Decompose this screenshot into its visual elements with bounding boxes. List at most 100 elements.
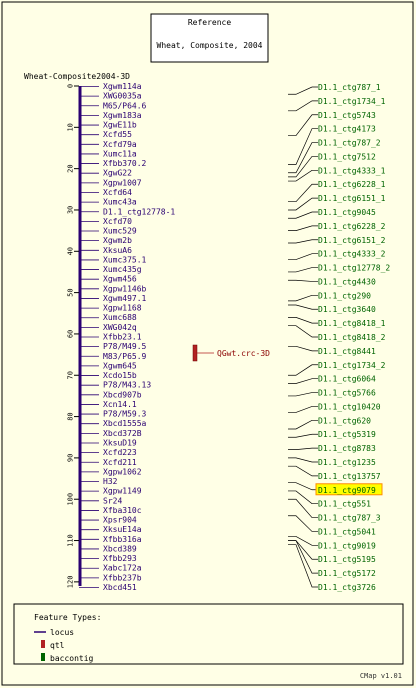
qtl-bar[interactable] bbox=[192, 344, 198, 362]
marker-label[interactable]: Xcfd211 bbox=[103, 458, 137, 467]
marker-label[interactable]: M83/P65.9 bbox=[103, 352, 147, 361]
marker-label[interactable]: H32 bbox=[103, 477, 118, 486]
marker-label[interactable]: Xgwm114a bbox=[103, 82, 142, 91]
contig-label[interactable]: D1.1_ctg8441 bbox=[318, 347, 376, 356]
contig-label[interactable]: D1.1_ctg290 bbox=[318, 291, 371, 300]
marker-label[interactable]: Xcfd70 bbox=[103, 217, 132, 226]
marker-label[interactable]: Xfba310c bbox=[103, 506, 142, 515]
contig-label[interactable]: D1.1_ctg12778_2 bbox=[318, 264, 390, 273]
contig-label[interactable]: D1.1_ctg4173 bbox=[318, 125, 376, 134]
marker-label[interactable]: Xgwm645 bbox=[103, 361, 137, 370]
marker-label[interactable]: Xgpw1168 bbox=[103, 304, 142, 313]
marker-label[interactable]: Xgpw1149 bbox=[103, 487, 142, 496]
contig-label[interactable]: D1.1_ctg6151_1 bbox=[318, 194, 386, 203]
marker-label[interactable]: Xcdo15b bbox=[103, 371, 137, 380]
marker-label[interactable]: Xumc688 bbox=[103, 313, 137, 322]
contig-label[interactable]: D1.1_ctg1734_1 bbox=[318, 97, 386, 106]
marker-label[interactable]: Xfbb293 bbox=[103, 554, 137, 563]
marker-label[interactable]: Xgwm183a bbox=[103, 111, 142, 120]
marker-label[interactable]: XgwG22 bbox=[103, 169, 132, 178]
contig-label[interactable]: D1.1_ctg620 bbox=[318, 416, 371, 425]
axis-tick-label: 80 bbox=[67, 412, 75, 420]
marker-label[interactable]: Xcn14.1 bbox=[103, 400, 137, 409]
contig-label[interactable]: D1.1_ctg10420 bbox=[318, 402, 381, 411]
marker-label[interactable]: Xumc529 bbox=[103, 227, 137, 236]
axis-bar[interactable] bbox=[78, 86, 82, 586]
marker-label[interactable]: M65/P64.6 bbox=[103, 101, 147, 110]
contig-connector bbox=[288, 211, 318, 219]
marker-label[interactable]: XksuE14a bbox=[103, 525, 142, 534]
contig-label[interactable]: D1.1_ctg4333_1 bbox=[318, 166, 386, 175]
contig-label[interactable]: D1.1_ctg8418_1 bbox=[318, 319, 386, 328]
contig-label[interactable]: D1.1_ctg6228_1 bbox=[318, 180, 386, 189]
contig-label[interactable]: D1.1_ctg3726 bbox=[318, 583, 376, 592]
contig-label[interactable]: D1.1_ctg9079 bbox=[318, 486, 376, 495]
contig-label[interactable]: D1.1_ctg6228_2 bbox=[318, 222, 386, 231]
contig-label[interactable]: D1.1_ctg9019 bbox=[318, 541, 376, 550]
contig-label[interactable]: D1.1_ctg5041 bbox=[318, 527, 376, 536]
marker-label[interactable]: Xfbb23.1 bbox=[103, 333, 142, 342]
marker-label[interactable]: Xgwm2b bbox=[103, 236, 132, 245]
marker-label[interactable]: Xcfd79a bbox=[103, 140, 137, 149]
marker-label[interactable]: Xumc435g bbox=[103, 265, 142, 274]
marker-label[interactable]: Xgpw1062 bbox=[103, 467, 142, 476]
marker-label[interactable]: Xgwm456 bbox=[103, 275, 137, 284]
contig-label[interactable]: D1.1_ctg551 bbox=[318, 500, 371, 509]
contig-label[interactable]: D1.1_ctg4333_2 bbox=[318, 250, 386, 259]
marker-label[interactable]: XksuD19 bbox=[103, 438, 137, 447]
contig-label[interactable]: D1.1_ctg5172 bbox=[318, 569, 376, 578]
marker-label[interactable]: XWG042q bbox=[103, 323, 137, 332]
contig-label[interactable]: D1.1_ctg6064 bbox=[318, 375, 376, 384]
marker-label[interactable]: Xbcd1555a bbox=[103, 419, 147, 428]
map-title[interactable]: Wheat-Composite2004-3D bbox=[24, 72, 130, 81]
qtl-feature[interactable]: QGwt.crc-3D bbox=[192, 344, 270, 362]
legend-title: Feature Types: bbox=[34, 613, 101, 622]
contig-label[interactable]: D1.1_ctg787_3 bbox=[318, 514, 381, 523]
contig-connector bbox=[288, 457, 318, 463]
marker-label[interactable]: Xumc375.1 bbox=[103, 255, 147, 264]
contig-label[interactable]: D1.1_ctg5743 bbox=[318, 111, 376, 120]
contig-label[interactable]: D1.1_ctg6151_2 bbox=[318, 236, 386, 245]
marker-label[interactable]: Xgwm497.1 bbox=[103, 294, 147, 303]
contig-label[interactable]: D1.1_ctg9045 bbox=[318, 208, 376, 217]
marker-label[interactable]: Xcfd55 bbox=[103, 130, 132, 139]
contig-connector bbox=[288, 100, 318, 112]
marker-label[interactable]: Xfbb316a bbox=[103, 535, 142, 544]
marker-label[interactable]: Xcfd64 bbox=[103, 188, 132, 197]
marker-label[interactable]: Xfbb370.2 bbox=[103, 159, 147, 168]
marker-label[interactable]: P78/M59.3 bbox=[103, 410, 147, 419]
contig-label[interactable]: D1.1_ctg8418_2 bbox=[318, 333, 386, 342]
marker-label[interactable]: XWG0035a bbox=[103, 92, 142, 101]
marker-label[interactable]: Xumc43a bbox=[103, 198, 137, 207]
marker-label[interactable]: Xpsr904 bbox=[103, 516, 137, 525]
contig-label[interactable]: D1.1_ctg4430 bbox=[318, 277, 376, 286]
contig-label[interactable]: D1.1_ctg1734_2 bbox=[318, 361, 386, 370]
contig-label[interactable]: D1.1_ctg13757 bbox=[318, 472, 381, 481]
marker-label[interactable]: D1.1_ctg12778-1 bbox=[103, 207, 175, 216]
contig-label[interactable]: D1.1_ctg5766 bbox=[318, 389, 376, 398]
marker-label[interactable]: Xbcd907b bbox=[103, 390, 142, 399]
marker-label[interactable]: Xfbb237b bbox=[103, 573, 142, 582]
marker-label[interactable]: Sr24 bbox=[103, 496, 122, 505]
contig-label[interactable]: D1.1_ctg8783 bbox=[318, 444, 376, 453]
contig-label[interactable]: D1.1_ctg3640 bbox=[318, 305, 376, 314]
marker-label[interactable]: Xbcd451 bbox=[103, 583, 137, 592]
contig-label[interactable]: D1.1_ctg787_2 bbox=[318, 139, 381, 148]
marker-label[interactable]: Xbcd372B bbox=[103, 429, 142, 438]
marker-label[interactable]: XksuA6 bbox=[103, 246, 132, 255]
marker-label[interactable]: P78/M49.5 bbox=[103, 342, 147, 351]
contig-label[interactable]: D1.1_ctg5195 bbox=[318, 555, 376, 564]
qtl-label[interactable]: QGwt.crc-3D bbox=[217, 349, 270, 358]
marker-label[interactable]: Xgpw1146b bbox=[103, 284, 147, 293]
marker-label[interactable]: P78/M43.13 bbox=[103, 381, 151, 390]
contig-label[interactable]: D1.1_ctg787_1 bbox=[318, 83, 381, 92]
marker-label[interactable]: Xcfd223 bbox=[103, 448, 137, 457]
contig-label[interactable]: D1.1_ctg7512 bbox=[318, 152, 376, 161]
contig-label[interactable]: D1.1_ctg1235 bbox=[318, 458, 376, 467]
marker-label[interactable]: Xabc172a bbox=[103, 564, 142, 573]
marker-label[interactable]: Xumc11a bbox=[103, 149, 137, 158]
contig-label[interactable]: D1.1_ctg5319 bbox=[318, 430, 376, 439]
marker-label[interactable]: Xgpw1007 bbox=[103, 178, 142, 187]
marker-label[interactable]: Xbcd389 bbox=[103, 544, 137, 553]
marker-label[interactable]: XgwE11b bbox=[103, 121, 137, 130]
